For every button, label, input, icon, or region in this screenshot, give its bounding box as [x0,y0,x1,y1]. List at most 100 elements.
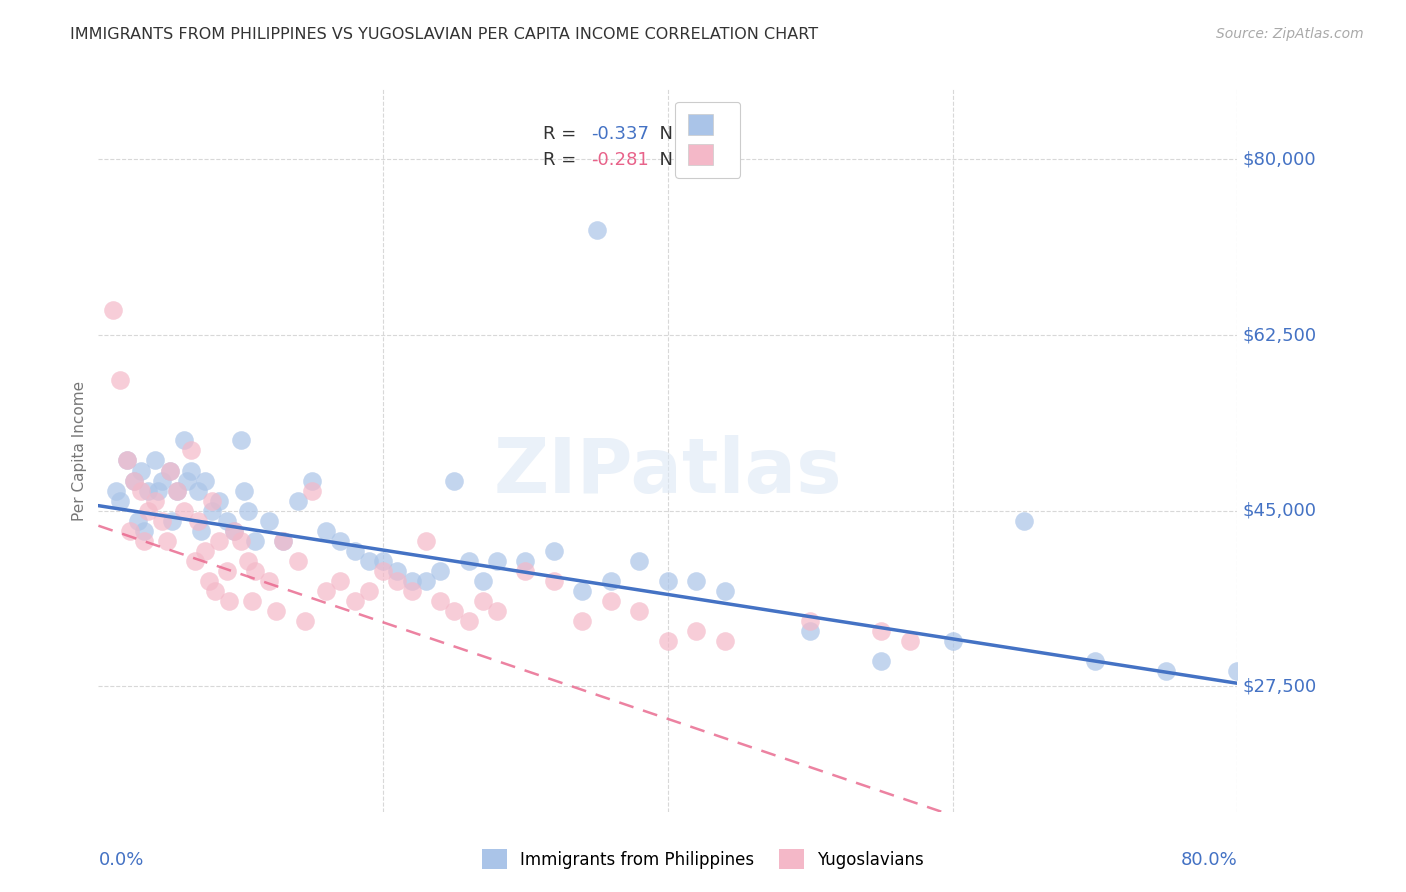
Text: $45,000: $45,000 [1243,501,1317,520]
Point [129,464,152,478]
Point [315,524,337,538]
Point [329,574,352,588]
Point [115,453,138,467]
Text: 80.0%: 80.0% [1181,852,1237,870]
Point [714,583,737,598]
Point [145,453,167,467]
Point [387,564,409,578]
Point [799,624,821,639]
Y-axis label: Per Capita Income: Per Capita Income [72,380,87,521]
Point [201,493,224,508]
Point [515,554,537,568]
Text: $80,000: $80,000 [1243,151,1316,169]
Point [173,503,195,517]
Point [585,222,607,236]
Point [159,464,181,478]
Point [486,554,509,568]
Point [159,464,181,478]
Point [443,604,465,618]
Point [571,614,593,628]
Point [180,464,202,478]
Point [132,524,155,538]
Point [101,303,124,318]
Point [1012,514,1035,528]
Point [942,634,965,648]
Point [180,443,202,458]
Point [194,474,217,488]
Point [204,583,226,598]
Point [201,503,224,517]
Point [898,634,921,648]
Point [515,564,537,578]
Point [371,564,394,578]
Point [357,554,380,568]
Point [287,493,309,508]
Point [187,514,209,528]
Point [122,474,145,488]
Point [136,503,159,517]
Point [229,434,252,448]
Point [229,533,252,548]
Point [259,574,281,588]
Point [118,524,141,538]
Point [166,483,188,498]
Point [571,583,593,598]
Point [628,604,651,618]
Point [236,554,259,568]
Point [273,533,295,548]
Text: -0.281: -0.281 [592,151,650,169]
Point [628,554,651,568]
Point [543,543,565,558]
Point [273,533,295,548]
Text: 59: 59 [699,151,721,169]
Point [259,514,281,528]
Text: N =: N = [648,151,700,169]
Point [145,493,167,508]
Point [243,533,266,548]
Point [162,514,184,528]
Point [343,543,366,558]
Point [129,483,152,498]
Point [870,624,893,639]
Point [471,594,494,608]
Point [266,604,288,618]
Point [173,434,195,448]
Point [1154,664,1177,679]
Point [1084,654,1107,668]
Point [457,554,479,568]
Point [222,524,245,538]
Point [190,524,212,538]
Text: 61: 61 [699,125,721,143]
Point [471,574,494,588]
Point [215,514,238,528]
Point [108,373,131,387]
Point [152,474,174,488]
Point [132,533,155,548]
Legend: Immigrants from Philippines, Yugoslavians: Immigrants from Philippines, Yugoslavian… [472,838,934,880]
Point [301,483,323,498]
Point [115,453,138,467]
Point [218,594,240,608]
Point [415,533,437,548]
Point [208,533,231,548]
Point [657,634,679,648]
Point [429,564,451,578]
Point [127,514,149,528]
Text: IMMIGRANTS FROM PHILIPPINES VS YUGOSLAVIAN PER CAPITA INCOME CORRELATION CHART: IMMIGRANTS FROM PHILIPPINES VS YUGOSLAVI… [70,27,818,42]
Point [543,574,565,588]
Point [184,554,207,568]
Text: R =: R = [543,151,582,169]
Point [136,483,159,498]
Point [236,503,259,517]
Point [443,474,465,488]
Point [187,483,209,498]
Point [301,474,323,488]
Point [198,574,221,588]
Point [108,493,131,508]
Point [486,604,509,618]
Text: R =: R = [543,125,582,143]
Point [329,533,352,548]
Point [243,564,266,578]
Point [104,483,127,498]
Text: $62,500: $62,500 [1243,326,1317,344]
